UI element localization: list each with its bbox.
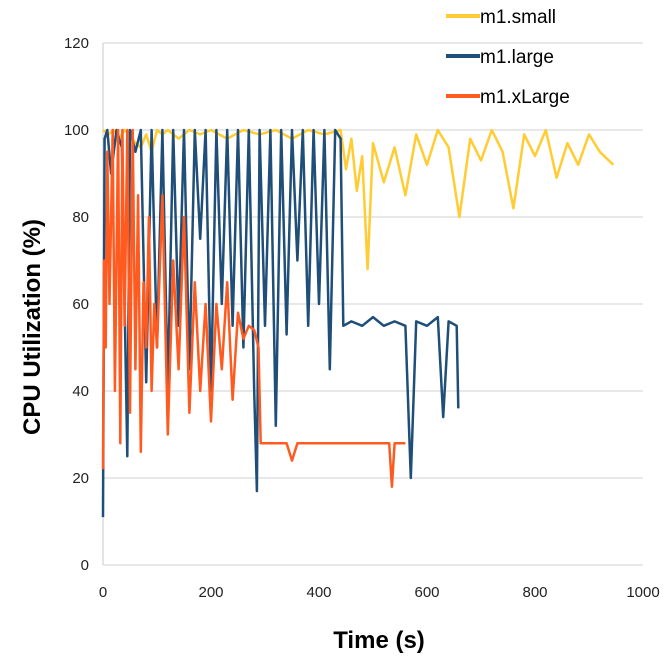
legend-label: m1.xLarge xyxy=(480,87,570,108)
y-tick-label: 100 xyxy=(64,122,89,139)
series-line-m1-small xyxy=(102,128,615,271)
legend-label: m1.large xyxy=(480,47,554,68)
y-tick-label: 20 xyxy=(72,470,89,487)
y-axis-title: CPU Utilization (%) xyxy=(19,219,46,435)
y-tick-label: 80 xyxy=(72,209,89,226)
y-tick-label: 60 xyxy=(72,296,89,313)
series-line-m1-xlarge xyxy=(101,128,406,488)
x-tick-label: 0 xyxy=(99,584,107,601)
legend: m1.small m1.large m1.xLarge xyxy=(446,7,570,108)
gridlines xyxy=(102,42,643,566)
x-tick-label: 600 xyxy=(414,584,439,601)
x-tick-label: 800 xyxy=(522,584,547,601)
x-axis-title: Time (s) xyxy=(333,627,425,654)
y-tick-label: 40 xyxy=(72,383,89,400)
x-tick-label: 200 xyxy=(198,584,223,601)
x-tick-label: 1000 xyxy=(626,584,659,601)
series-lines xyxy=(101,128,615,518)
x-tick-label: 400 xyxy=(306,584,331,601)
legend-label: m1.small xyxy=(480,7,556,28)
tick-labels: 0 20 40 60 80 100 120 0 200 400 600 800 1000 xyxy=(64,35,660,601)
y-tick-label: 120 xyxy=(64,35,89,52)
y-tick-label: 0 xyxy=(81,557,89,574)
